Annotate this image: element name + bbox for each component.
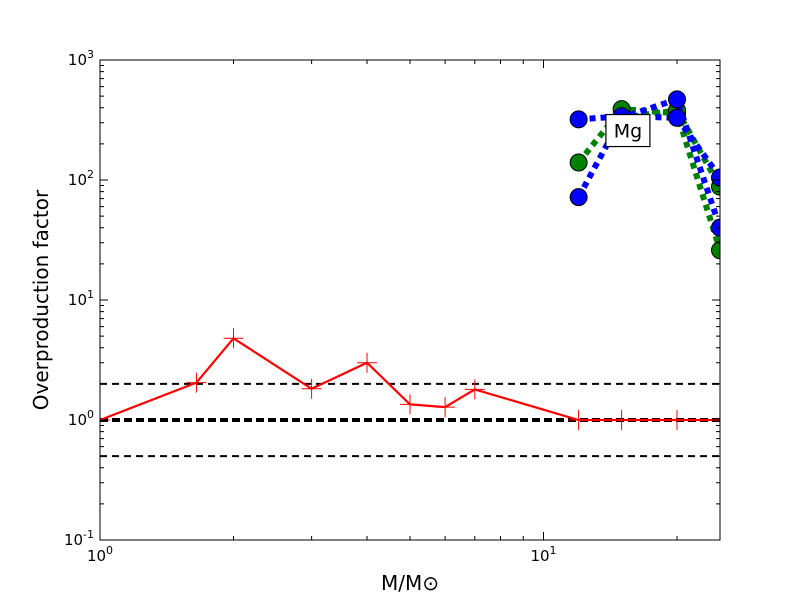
series-3-point-2 (668, 90, 687, 109)
series-3-point-0 (569, 188, 588, 207)
series-0-point-3 (301, 378, 322, 399)
x-tick-label-0: 100 (87, 544, 113, 565)
series-0 (100, 328, 720, 430)
y-tick-label-4: 103 (68, 48, 94, 69)
y-tick-label-0: 10-1 (64, 528, 94, 549)
y-tick-label-2-exp: 1 (87, 288, 94, 301)
x-axis-label: M/M⊙ (381, 571, 439, 595)
series-0-point-1 (186, 372, 207, 393)
series-3-point-3 (711, 218, 720, 237)
series-1-line (576, 105, 720, 252)
x-tick-label-1-exp: 1 (550, 544, 557, 557)
y-tick-label-4-exp: 3 (87, 48, 94, 61)
y-tick-label-3: 102 (68, 168, 94, 189)
series-3-line (575, 95, 720, 229)
annotation-group: Mg (605, 113, 651, 148)
x-tick-label-1: 101 (530, 544, 556, 565)
series-0-point-7 (464, 379, 485, 400)
y-tick-label-3-exp: 2 (87, 168, 94, 181)
y-tick-label-1-base: 10 (68, 411, 87, 429)
series-4-point-0 (569, 110, 588, 129)
y-tick-label-0-exp: -1 (83, 528, 94, 541)
y-tick-label-1: 100 (68, 408, 94, 429)
series-0-point-4 (357, 352, 378, 373)
series-0-point-9 (611, 410, 632, 430)
series-4-point-2 (668, 108, 687, 127)
y-tick-label-2: 101 (68, 288, 94, 309)
series-0-point-8 (568, 410, 589, 430)
x-tick-label-0-exp: 0 (106, 544, 113, 557)
y-tick-label-1-exp: 0 (87, 408, 94, 421)
series-4-point-3 (711, 168, 720, 187)
series-0-point-2 (223, 328, 244, 349)
series-0-point-6 (435, 397, 456, 418)
x-tick-label-1-base: 10 (530, 547, 549, 565)
y-axis-label: Overproduction factor (29, 189, 53, 410)
series-0-point-10 (667, 410, 688, 430)
series-0-point-5 (400, 394, 420, 415)
y-tick-label-0-base: 10 (64, 531, 83, 549)
x-tick-label-0-base: 10 (87, 547, 106, 565)
y-tick-label-2-base: 10 (68, 291, 87, 309)
series-1-point-3 (711, 241, 720, 260)
series-1-point-0 (569, 153, 588, 172)
y-tick-label-3-base: 10 (68, 171, 87, 189)
y-tick-label-4-base: 10 (68, 51, 87, 69)
annotation-box (605, 113, 651, 148)
annotation-text: Mg (614, 121, 642, 143)
